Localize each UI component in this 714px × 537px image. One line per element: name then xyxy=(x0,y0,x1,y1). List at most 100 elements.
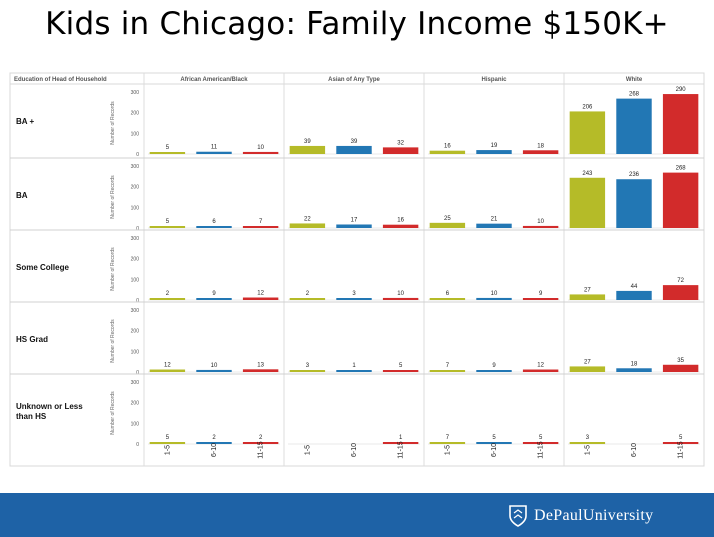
bar-value-label: 22 xyxy=(304,216,311,222)
bar xyxy=(476,370,512,372)
bar xyxy=(476,150,512,154)
bar-value-label: 18 xyxy=(631,361,638,367)
bar xyxy=(382,224,419,228)
bar xyxy=(382,147,419,154)
y-tick-label: 300 xyxy=(131,308,140,314)
x-tick-label: 11-15 xyxy=(398,441,405,458)
bar xyxy=(616,290,652,300)
y-tick-label: 0 xyxy=(136,226,139,232)
row-label: HS Grad xyxy=(16,335,48,344)
x-tick-label: 1-5 xyxy=(584,445,591,455)
bar xyxy=(336,145,372,154)
bar xyxy=(569,111,606,154)
bar xyxy=(662,285,699,300)
bar xyxy=(522,298,559,300)
y-tick-label: 300 xyxy=(131,380,140,386)
bar xyxy=(522,150,559,154)
x-tick-label: 6-10 xyxy=(491,443,498,457)
y-tick-label: 200 xyxy=(131,257,140,263)
bar-value-label: 7 xyxy=(446,435,450,441)
y-tick-label: 100 xyxy=(131,205,140,211)
y-tick-label: 0 xyxy=(136,152,139,158)
bar-value-label: 5 xyxy=(166,145,170,151)
bar xyxy=(616,368,652,372)
bar xyxy=(149,298,186,300)
bar-value-label: 21 xyxy=(491,217,498,223)
bar-value-label: 39 xyxy=(351,139,358,145)
bar-value-label: 3 xyxy=(586,435,590,441)
bar xyxy=(382,370,419,372)
bar xyxy=(242,369,279,372)
bar xyxy=(662,364,699,372)
bar-value-label: 268 xyxy=(629,92,640,98)
bar-value-label: 10 xyxy=(257,145,264,151)
bar-value-label: 10 xyxy=(211,363,218,369)
bar-value-label: 2 xyxy=(212,435,216,441)
x-tick-label: 6-10 xyxy=(351,443,358,457)
bar-value-label: 17 xyxy=(351,217,358,223)
bar xyxy=(382,297,419,300)
bar-value-label: 35 xyxy=(677,358,684,364)
x-tick-label: 1-5 xyxy=(304,445,311,455)
bar xyxy=(662,442,699,444)
y-tick-label: 200 xyxy=(131,329,140,335)
column-header: White xyxy=(626,77,643,83)
bar xyxy=(242,151,279,154)
bar-value-label: 5 xyxy=(492,435,496,441)
small-multiples-bar-chart: Education of Head of Household African Am… xyxy=(9,72,705,467)
y-tick-label: 100 xyxy=(131,277,140,283)
bar xyxy=(569,442,606,444)
bar xyxy=(522,442,559,444)
bar xyxy=(662,94,699,154)
y-tick-label: 200 xyxy=(131,111,140,117)
x-tick-label: 1-5 xyxy=(164,445,171,455)
y-tick-label: 200 xyxy=(131,401,140,407)
chart-frame xyxy=(9,72,705,467)
shield-icon xyxy=(509,505,527,527)
y-tick-label: 0 xyxy=(136,298,139,304)
bar-value-label: 2 xyxy=(259,435,263,441)
row-label: BA + xyxy=(16,117,34,126)
bar xyxy=(569,294,606,300)
bar-value-label: 9 xyxy=(212,291,216,297)
bar-value-label: 12 xyxy=(257,291,264,297)
bar-value-label: 5 xyxy=(539,435,543,441)
logo-text: DePaulUniversity xyxy=(534,507,654,524)
bar xyxy=(616,98,652,154)
bar xyxy=(196,442,232,444)
bar xyxy=(289,298,326,300)
bar-value-label: 9 xyxy=(539,291,543,297)
bar-value-label: 6 xyxy=(212,219,216,225)
bar-value-label: 1 xyxy=(399,435,403,441)
bar-value-label: 5 xyxy=(166,219,170,225)
bar xyxy=(522,369,559,372)
bar-value-label: 11 xyxy=(211,145,218,151)
bar xyxy=(429,298,466,300)
column-header: African American/Black xyxy=(180,77,248,83)
bar-value-label: 3 xyxy=(306,363,310,369)
bar-value-label: 27 xyxy=(584,287,591,293)
bar-value-label: 2 xyxy=(166,291,170,297)
y-tick-label: 100 xyxy=(131,131,140,137)
bar-value-label: 9 xyxy=(492,363,496,369)
bar-value-label: 10 xyxy=(537,219,544,225)
bar xyxy=(196,151,232,154)
bar-value-label: 7 xyxy=(259,219,263,225)
bar-value-label: 44 xyxy=(631,284,638,290)
bar xyxy=(476,442,512,444)
x-tick-label: 6-10 xyxy=(631,443,638,457)
bar-value-label: 39 xyxy=(304,139,311,145)
row-label: than HS xyxy=(16,412,47,421)
bar xyxy=(149,152,186,154)
bar xyxy=(196,226,232,228)
bar-value-label: 25 xyxy=(444,216,451,222)
bar-value-label: 12 xyxy=(164,363,171,369)
bar xyxy=(429,442,466,444)
bar xyxy=(382,442,419,444)
row-header-label: Education of Head of Household xyxy=(14,77,107,83)
y-axis-label: Number of Records xyxy=(110,247,116,291)
bar xyxy=(336,298,372,300)
bar xyxy=(289,145,326,154)
bar-value-label: 10 xyxy=(491,291,498,297)
bar-value-label: 32 xyxy=(397,140,404,146)
